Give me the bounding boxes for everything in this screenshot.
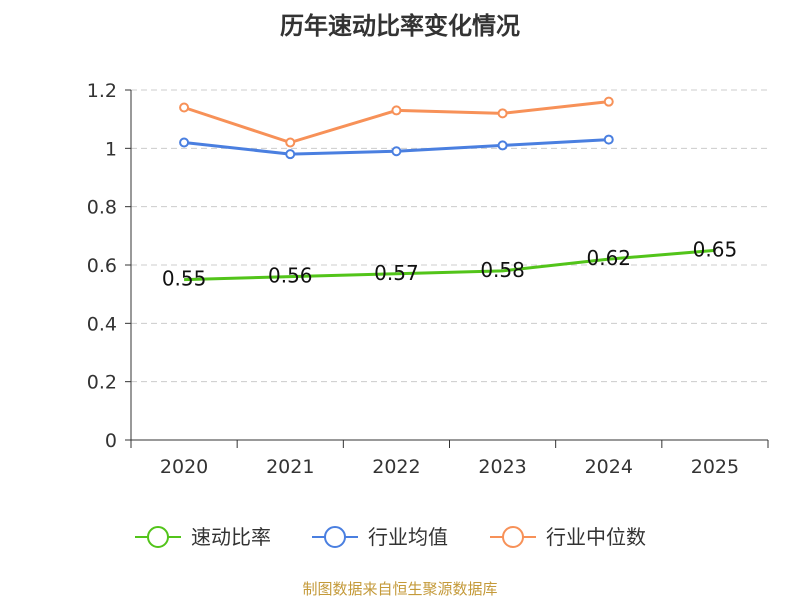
- data-label: 0.62: [586, 246, 631, 270]
- source-note: 制图数据来自恒生聚源数据库: [302, 580, 498, 598]
- x-tick-label: 2021: [266, 456, 314, 478]
- x-tick-label: 2023: [478, 456, 526, 478]
- y-tick-label: 0.4: [87, 313, 117, 335]
- data-point: [285, 149, 296, 160]
- data-point: [497, 108, 508, 119]
- legend-label: 行业均值: [368, 525, 448, 549]
- x-tick-label: 2025: [691, 456, 739, 478]
- legend-marker: [502, 526, 524, 548]
- x-tick-label: 2022: [372, 456, 420, 478]
- data-label: 0.56: [268, 264, 313, 288]
- legend-marker: [147, 526, 169, 548]
- data-label: 0.57: [374, 261, 419, 285]
- data-point: [497, 140, 508, 151]
- data-point: [603, 96, 614, 107]
- data-point: [285, 137, 296, 148]
- y-tick-label: 1: [105, 138, 117, 160]
- data-point: [391, 105, 402, 116]
- legend-marker: [324, 526, 346, 548]
- legend-label: 行业中位数: [546, 525, 646, 549]
- x-tick-label: 2020: [160, 456, 208, 478]
- y-tick-label: 0: [105, 430, 117, 452]
- data-label: 0.58: [480, 258, 525, 282]
- chart-title: 历年速动比率变化情况: [280, 12, 520, 40]
- data-label: 0.55: [162, 267, 207, 291]
- legend-label: 速动比率: [191, 525, 271, 549]
- data-point: [179, 102, 190, 113]
- series-line-1: [184, 248, 716, 282]
- y-tick-label: 0.2: [87, 372, 117, 394]
- data-point: [179, 137, 190, 148]
- y-tick-label: 1.2: [87, 80, 117, 102]
- y-tick-label: 0.8: [87, 197, 117, 219]
- data-point: [391, 146, 402, 157]
- x-tick-label: 2024: [585, 456, 633, 478]
- data-point: [603, 134, 614, 145]
- data-label: 0.65: [693, 237, 738, 261]
- y-tick-label: 0.6: [87, 255, 117, 277]
